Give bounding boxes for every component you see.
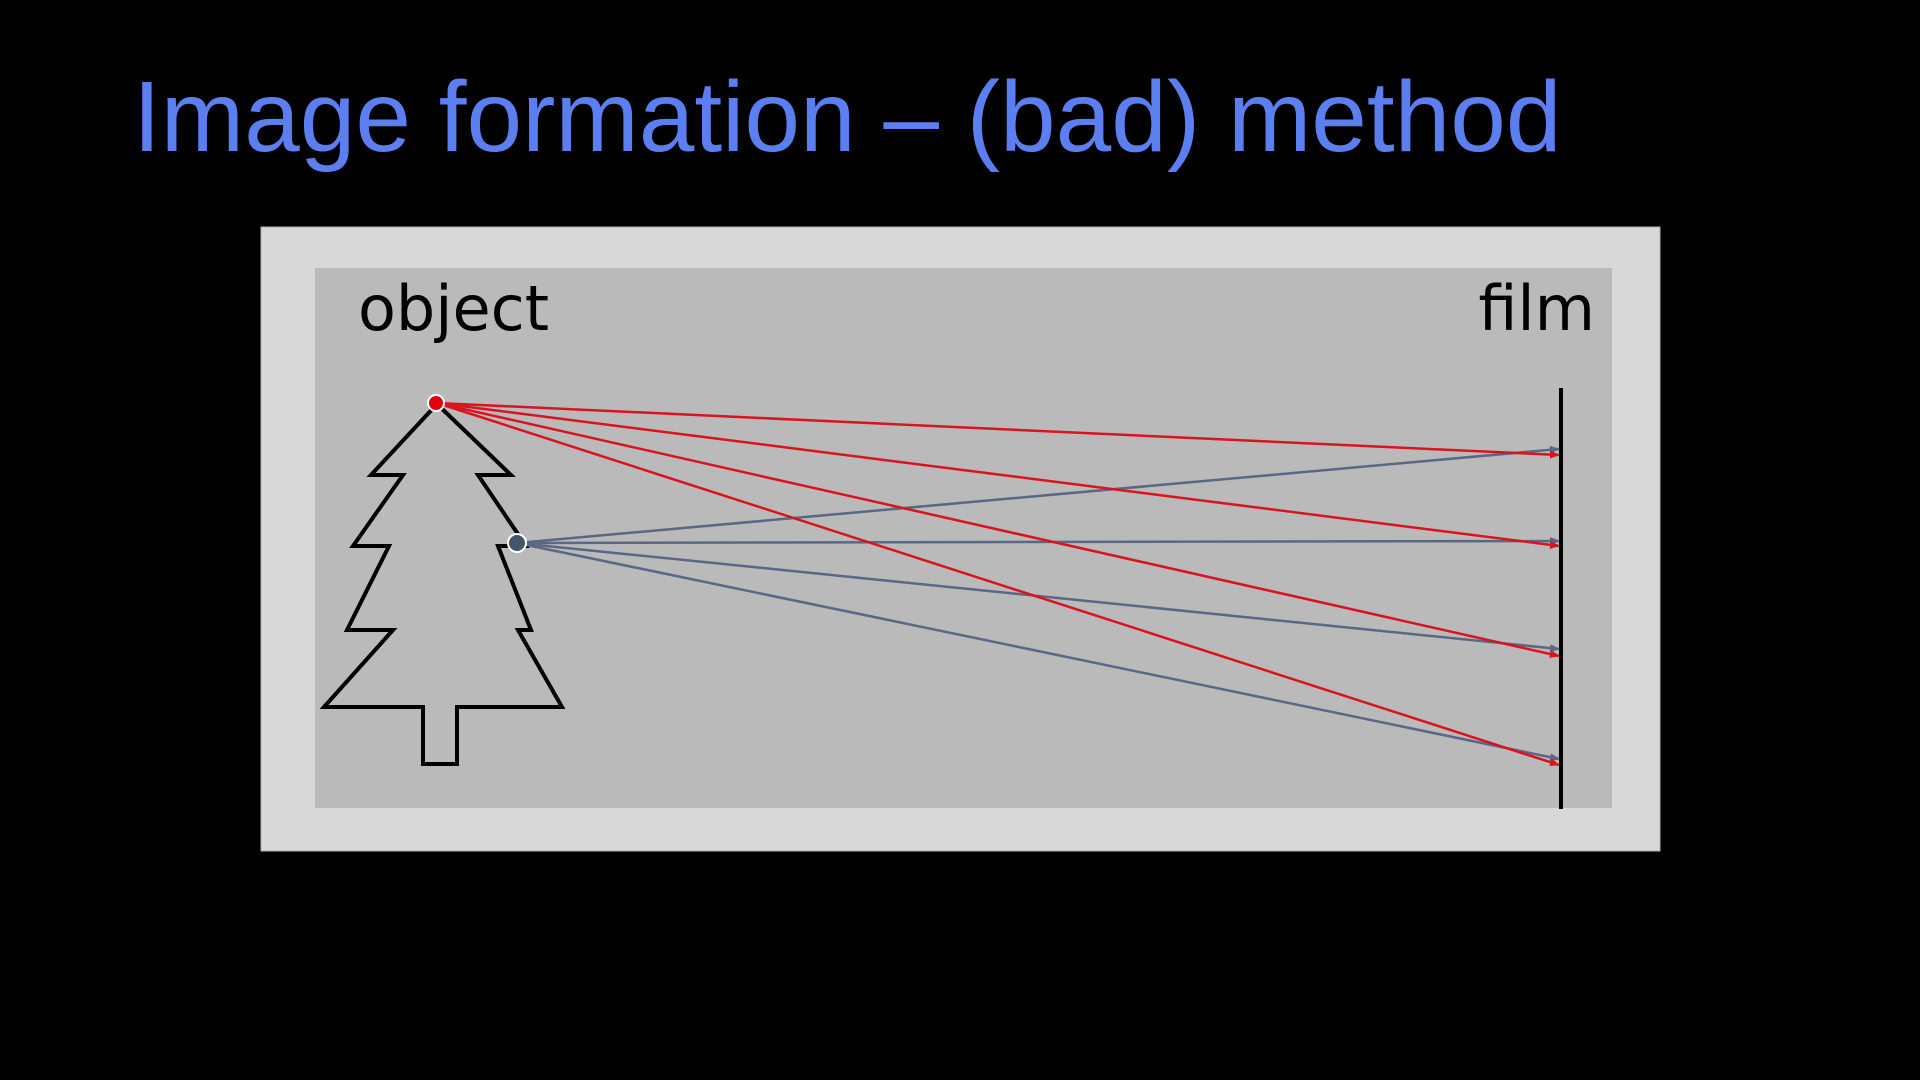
red-object-point bbox=[427, 394, 445, 412]
red-ray-2 bbox=[436, 401, 1560, 549]
red-ray-4 bbox=[436, 401, 1560, 767]
red-ray-1 bbox=[436, 401, 1560, 459]
object-label: object bbox=[358, 272, 549, 345]
red-ray-3 bbox=[436, 401, 1560, 658]
red-rays bbox=[436, 401, 1560, 767]
blue-ray-4 bbox=[516, 541, 1560, 762]
film-label: film bbox=[1478, 272, 1595, 345]
slide-title: Image formation – (bad) method bbox=[133, 61, 1562, 173]
blue-ray-2 bbox=[516, 537, 1560, 546]
inner-panel bbox=[315, 268, 1612, 808]
blue-object-point bbox=[507, 533, 527, 553]
blue-ray-1 bbox=[516, 445, 1560, 545]
